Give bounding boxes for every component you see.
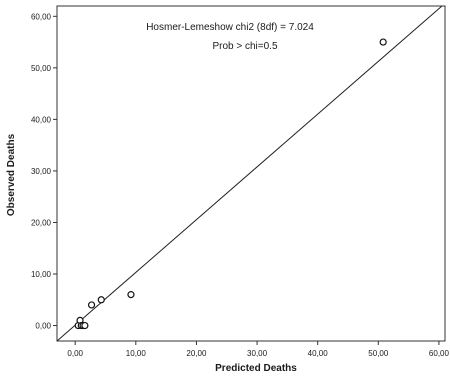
y-axis-ticks: 0,00 10,00 20,00 30,00 40,00 50,00 60,00: [31, 12, 57, 331]
data-point: [379, 38, 387, 46]
y-tick-label: 50,00: [31, 64, 52, 73]
data-point: [81, 321, 89, 330]
data-point: [97, 296, 105, 304]
x-tick-label: 40,00: [308, 349, 329, 358]
y-axis-label: Observed Deaths: [6, 133, 17, 216]
annotation-chi2: Hosmer-Lemeshow chi2 (8df) = 7.024: [146, 22, 314, 33]
x-tick-label: 50,00: [368, 349, 389, 358]
x-axis-label: Predicted Deaths: [215, 363, 297, 374]
y-tick-label: 60,00: [31, 12, 52, 21]
x-tick-label: 0,00: [67, 349, 83, 358]
reference-line: [56, 5, 443, 342]
y-tick-label: 0,00: [35, 322, 51, 331]
x-tick-label: 60,00: [429, 349, 450, 358]
y-tick-label: 20,00: [31, 218, 52, 227]
y-tick-label: 40,00: [31, 115, 52, 124]
y-tick-label: 30,00: [31, 167, 52, 176]
annotation-prob: Prob > chi=0.5: [212, 41, 277, 52]
x-tick-label: 30,00: [247, 349, 268, 358]
data-point: [87, 301, 96, 309]
x-tick-label: 20,00: [186, 349, 207, 358]
x-axis-ticks: 0,00 10,00 20,00 30,00 40,00 50,00 60,00: [67, 341, 449, 358]
data-points: [74, 38, 387, 330]
data-point: [127, 291, 135, 299]
y-tick-label: 10,00: [31, 270, 52, 279]
x-tick-label: 10,00: [126, 349, 147, 358]
